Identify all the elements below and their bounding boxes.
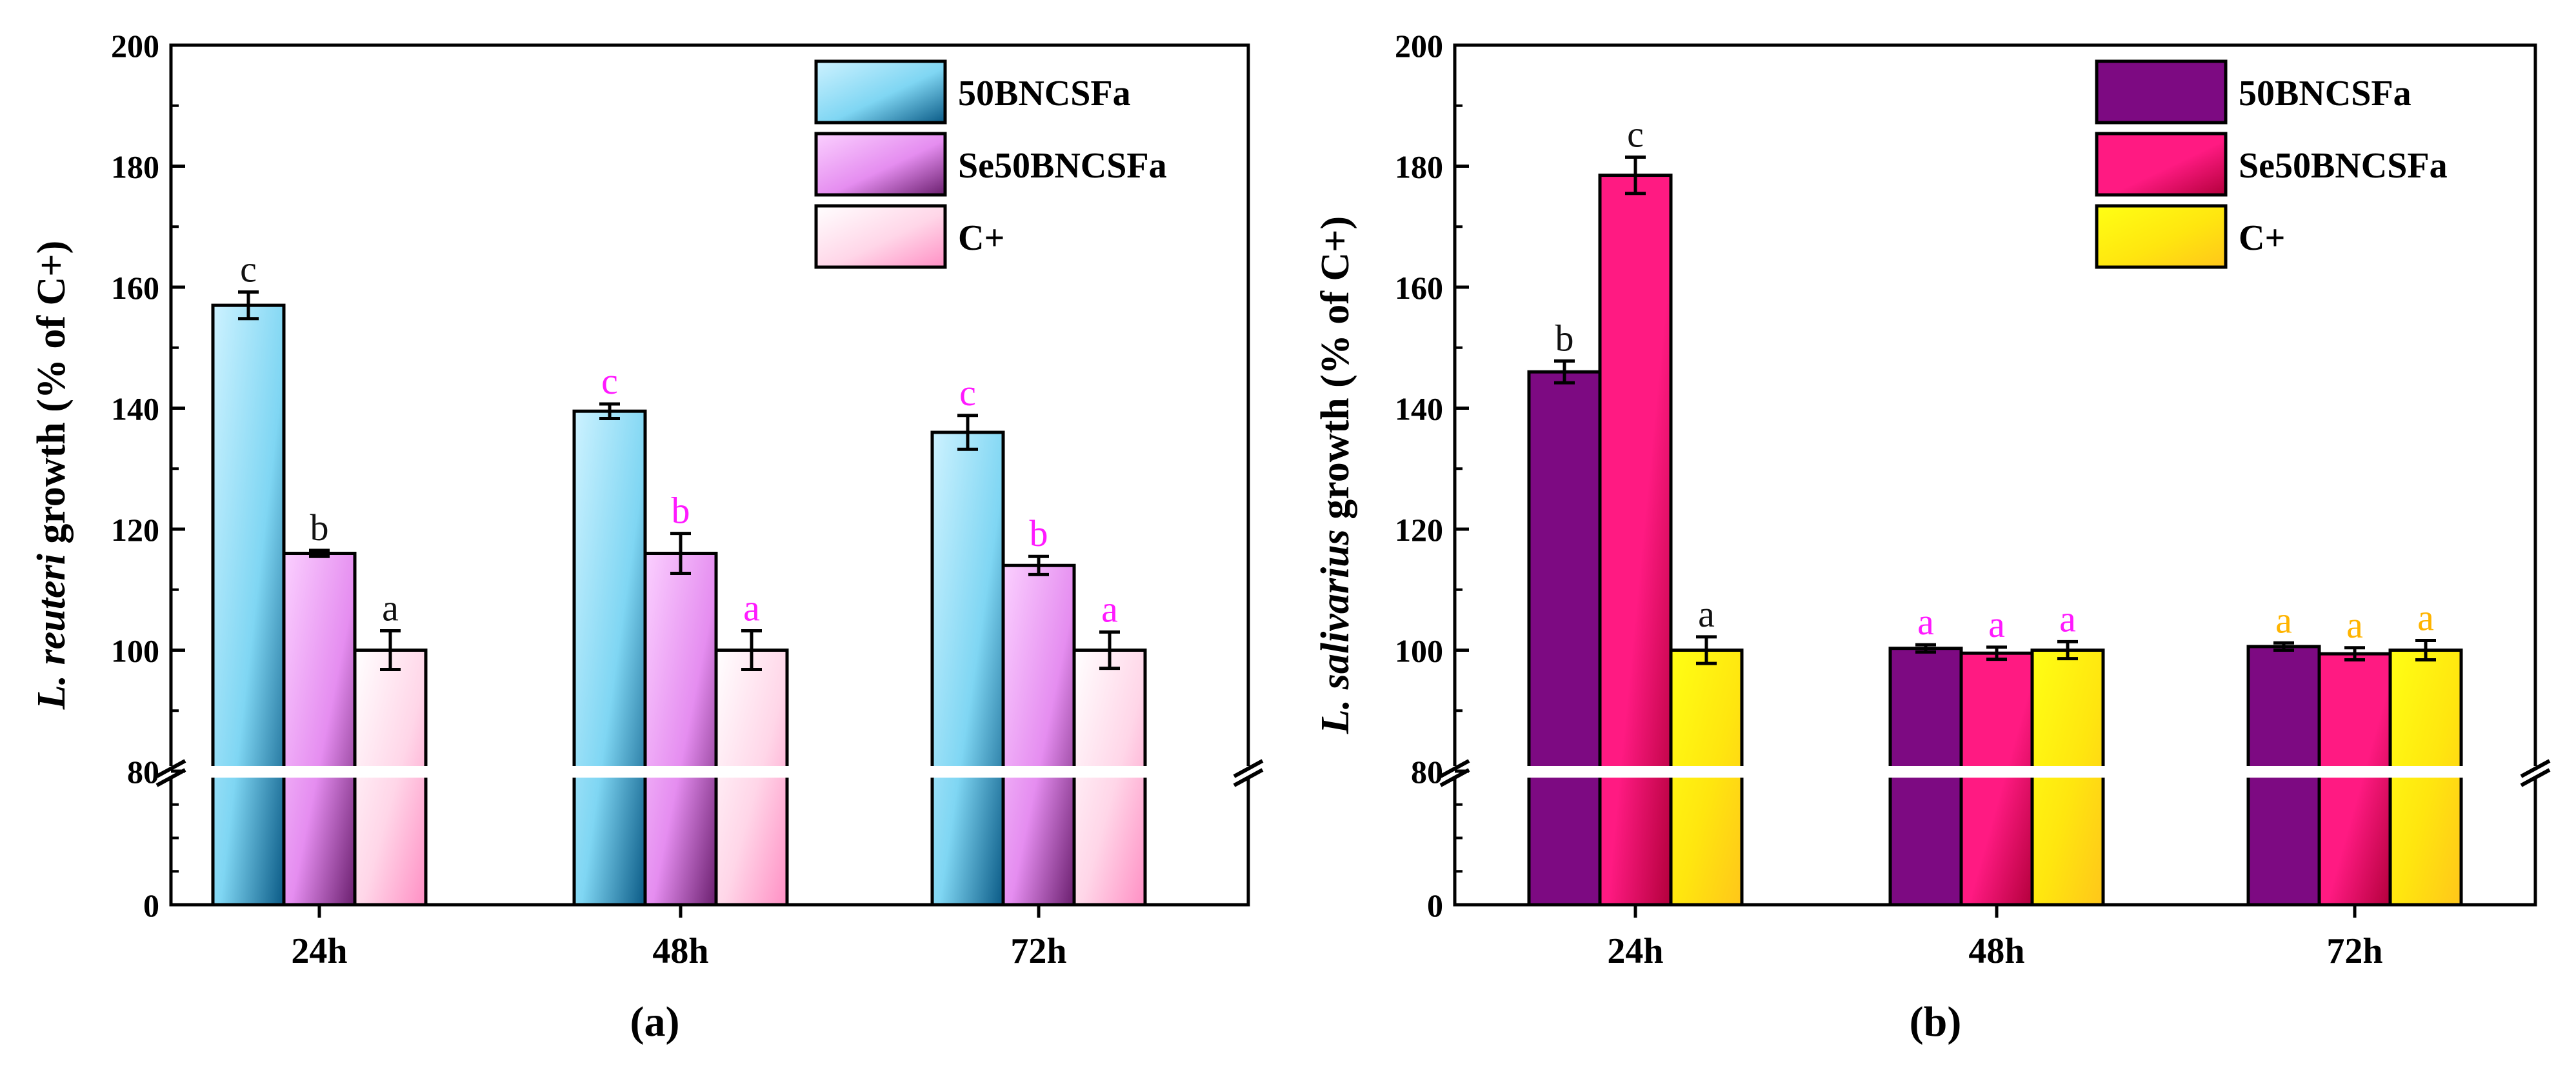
axis-break-mark	[2520, 759, 2551, 778]
y-tick-label: 180	[1395, 149, 1443, 185]
x-tick-label: 72h	[2326, 931, 2382, 971]
axis-break-mark	[1233, 759, 1264, 778]
y-tick-label: 120	[1395, 512, 1443, 548]
axis-break-mark	[2520, 768, 2551, 787]
bar-50BNCSFa-24h	[1527, 370, 1602, 907]
significance-letter: a	[1101, 588, 1118, 630]
x-tick-label: 72h	[1010, 931, 1066, 971]
significance-letter: a	[743, 587, 760, 629]
y-tick-label: 200	[1395, 28, 1443, 64]
y-tick-label: 140	[1395, 391, 1443, 427]
significance-letter: b	[672, 490, 690, 532]
significance-letter: a	[1698, 593, 1715, 635]
axis-break-mark	[1233, 768, 1264, 787]
panel-a-chart: c c c b b b a a a 80 100 120 140 160 180 200 0 24h 48h 72h L…	[30, 28, 1281, 1045]
legend-swatch	[814, 132, 947, 197]
x-tick-label: 48h	[652, 931, 708, 971]
bar-Se50BNCSFa-24h	[1598, 174, 1673, 907]
legend-swatch	[814, 59, 947, 125]
y-tick-label: 0	[1427, 887, 1443, 923]
y-axis-label-species: L. reuteri	[30, 554, 74, 710]
y-tick-label: 200	[111, 28, 159, 64]
y-tick-label: 100	[111, 633, 159, 669]
legend-swatch	[814, 204, 947, 269]
bar-Se50BNCSFa-72h	[1001, 563, 1076, 907]
y-axis-label-text: growth (% of C+)	[30, 241, 74, 554]
significance-letter: a	[382, 587, 399, 629]
axis-break-mark	[1439, 759, 1470, 778]
x-tick-label: 24h	[1607, 931, 1663, 971]
y-axis-label-text: growth (% of C+)	[1313, 216, 1357, 529]
bar-50BNCSFa-24h	[211, 303, 286, 907]
legend-label: C+	[958, 218, 1004, 258]
significance-letter: b	[1555, 317, 1574, 359]
axis-break-gap	[139, 766, 1281, 778]
legend-label: Se50BNCSFa	[2239, 146, 2448, 186]
y-tick-label: 80	[1411, 754, 1443, 790]
y-tick-label: 180	[111, 149, 159, 185]
bar-Se50BNCSFa-48h	[1959, 651, 2034, 907]
legend-label: C+	[2239, 218, 2285, 258]
legend-swatch	[2095, 204, 2228, 269]
y-tick-label: 140	[111, 391, 159, 427]
significance-letter: b	[1030, 512, 1048, 554]
legend-swatch	[2095, 59, 2228, 125]
y-tick-label: 120	[111, 512, 159, 548]
y-tick-label: 160	[1395, 270, 1443, 306]
significance-letter: a	[2275, 599, 2292, 641]
significance-letter: a	[2059, 598, 2076, 640]
x-tick-label: 24h	[291, 931, 347, 971]
bar-50BNCSFa-48h	[572, 409, 647, 907]
y-axis-label: L. salivarius growth (% of C+)	[1313, 216, 1357, 734]
y-tick-label: 0	[143, 887, 159, 923]
panel-label: (a)	[630, 998, 680, 1045]
significance-letter: c	[601, 360, 618, 402]
y-axis-label: L. reuteri growth (% of C+)	[30, 241, 74, 710]
panel-label: (b)	[1910, 998, 1962, 1045]
significance-letter: c	[240, 248, 257, 290]
legend-swatch	[2095, 132, 2228, 197]
y-tick-label: 80	[127, 754, 159, 790]
significance-letter: b	[310, 507, 329, 549]
bar-Se50BNCSFa-48h	[643, 552, 718, 907]
legend-label: Se50BNCSFa	[958, 146, 1167, 186]
y-tick-label: 100	[1395, 633, 1443, 669]
significance-letter: a	[2346, 604, 2363, 646]
significance-letter: c	[1627, 113, 1644, 155]
y-tick-label: 160	[111, 270, 159, 306]
significance-letter: a	[1917, 601, 1934, 643]
significance-letter: a	[1988, 603, 2005, 645]
axis-break-mark	[155, 759, 186, 778]
significance-letter: c	[959, 372, 976, 414]
x-tick-label: 48h	[1968, 931, 2024, 971]
bar-50BNCSFa-72h	[930, 430, 1005, 907]
bar-Se50BNCSFa-72h	[2317, 652, 2392, 907]
significance-letter: a	[2417, 597, 2434, 639]
legend-label: 50BNCSFa	[2239, 74, 2411, 114]
axis-break-gap	[1423, 766, 2568, 778]
bar-Se50BNCSFa-24h	[282, 552, 357, 907]
panel-b-chart: b a a c a a a a a 80 100 120 140 160 180 200 0 24h 48h 72h L…	[1313, 28, 2568, 1045]
y-axis-label-species: L. salivarius	[1313, 529, 1357, 734]
legend-label: 50BNCSFa	[958, 74, 1131, 114]
